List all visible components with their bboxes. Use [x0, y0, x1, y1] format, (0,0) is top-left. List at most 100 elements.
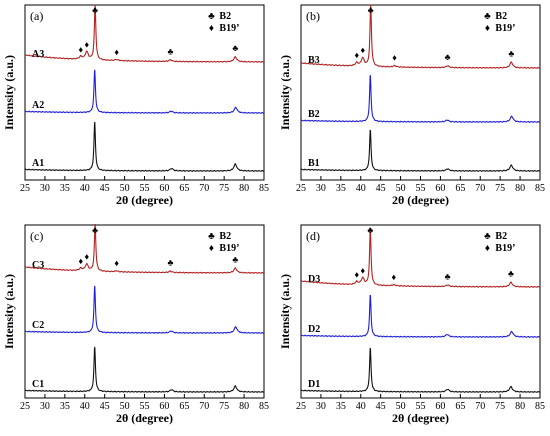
phase-marker: ♣	[367, 225, 373, 235]
x-axis-label: 2θ (degree)	[116, 193, 173, 207]
x-tick-label: 45	[376, 401, 386, 412]
x-tick-label: 35	[60, 183, 70, 194]
phase-marker: ♦	[360, 265, 365, 275]
legend-symbol: ♣	[484, 11, 491, 22]
x-tick-label: 75	[495, 183, 505, 194]
series-label: D1	[308, 379, 320, 390]
series-line-C3	[24, 224, 265, 274]
x-tick-label: 60	[435, 183, 445, 194]
y-axis-label: Intensity (a.u.)	[278, 55, 292, 130]
x-axis-label: 2θ (degree)	[392, 411, 449, 425]
series-label: A3	[32, 49, 44, 60]
x-tick-label: 70	[199, 401, 209, 412]
x-tick-label: 25	[296, 401, 306, 412]
phase-marker: ♣	[92, 225, 98, 235]
series-label: D2	[308, 324, 320, 335]
phase-marker: ♣	[445, 271, 451, 281]
x-tick-label: 55	[140, 183, 150, 194]
phase-marker: ♦	[354, 269, 359, 279]
panel-label: (d)	[306, 229, 320, 243]
x-tick-label: 70	[475, 183, 485, 194]
x-tick-label: 75	[495, 401, 505, 412]
series-line-B2	[300, 74, 541, 123]
phase-marker: ♣	[232, 43, 238, 53]
x-tick-label: 70	[475, 401, 485, 412]
x-tick-label: 80	[239, 183, 249, 194]
x-tick-label: 25	[20, 183, 30, 194]
legend-label: B19’	[495, 243, 515, 254]
panel-label: (c)	[30, 229, 43, 243]
x-tick-label: 65	[455, 401, 465, 412]
phase-marker: ♦	[354, 50, 359, 60]
phase-marker: ♣	[167, 46, 173, 56]
legend-symbol: ♦	[485, 243, 490, 254]
series-label: B1	[308, 158, 320, 169]
phase-marker: ♦	[360, 45, 365, 55]
series-line-D2	[300, 294, 541, 338]
x-tick-label: 60	[159, 401, 169, 412]
x-tick-label: 35	[60, 401, 70, 412]
series-line-D1	[300, 347, 541, 393]
panel-b: 25 30 35 40 45 50 55 60 65 70 75 80 85 2θ (degree) Int…	[278, 4, 545, 207]
series-label: C1	[32, 379, 44, 390]
x-tick-label: 85	[535, 401, 545, 412]
phase-marker: ♣	[232, 254, 238, 264]
series-label: C3	[32, 260, 44, 271]
series-line-D3	[300, 229, 541, 288]
x-tick-label: 50	[396, 183, 406, 194]
x-tick-label: 50	[396, 401, 406, 412]
legend-label: B2	[495, 11, 507, 22]
x-tick-label: 85	[535, 183, 545, 194]
x-tick-label: 80	[515, 401, 525, 412]
legend-label: B2	[219, 11, 231, 22]
legend-symbol: ♣	[208, 11, 215, 22]
x-tick-label: 80	[239, 401, 249, 412]
x-tick-label: 45	[100, 183, 110, 194]
series-line-A1	[24, 121, 265, 172]
legend-symbol: ♦	[485, 23, 490, 34]
x-tick-label: 30	[40, 401, 50, 412]
series-label: D3	[308, 274, 320, 285]
legend-label: B19’	[495, 23, 515, 34]
x-tick-label: 50	[120, 183, 130, 194]
legend-symbol: ♣	[208, 231, 215, 242]
legend-label: B2	[495, 231, 507, 242]
series-line-B1	[300, 129, 541, 172]
legend-symbol: ♣	[484, 231, 491, 242]
x-tick-label: 35	[336, 183, 346, 194]
phase-marker: ♦	[84, 252, 89, 262]
x-tick-label: 65	[179, 183, 189, 194]
x-tick-label: 75	[219, 183, 229, 194]
series-label: A1	[32, 158, 44, 169]
x-tick-label: 75	[219, 401, 229, 412]
x-tick-label: 25	[20, 401, 30, 412]
x-tick-label: 25	[296, 183, 306, 194]
x-tick-label: 65	[455, 183, 465, 194]
phase-marker: ♦	[78, 256, 83, 266]
y-axis-label: Intensity (a.u.)	[2, 274, 16, 349]
legend-label: B19’	[219, 23, 239, 34]
series-label: C2	[32, 320, 44, 331]
phase-marker: ♣	[508, 48, 514, 58]
legend-label: B2	[219, 231, 231, 242]
phase-marker: ♦	[114, 258, 119, 268]
series-line-C1	[24, 346, 265, 393]
phase-marker: ♦	[392, 53, 397, 63]
x-tick-label: 45	[100, 401, 110, 412]
x-axis-label: 2θ (degree)	[116, 411, 173, 425]
x-tick-label: 45	[376, 183, 386, 194]
phase-marker: ♦	[84, 39, 89, 49]
x-tick-label: 85	[259, 401, 269, 412]
legend-symbol: ♦	[209, 23, 214, 34]
phase-marker: ♦	[114, 47, 119, 57]
x-tick-label: 40	[356, 401, 366, 412]
phase-marker: ♣	[508, 269, 514, 279]
panel-a: 25 30 35 40 45 50 55 60 65 70 75 80 85 2θ (degree) Int…	[2, 4, 269, 207]
x-tick-label: 55	[140, 401, 150, 412]
x-tick-label: 65	[179, 401, 189, 412]
series-label: B3	[308, 55, 320, 66]
series-line-B3	[300, 4, 541, 69]
series-label: A2	[32, 100, 44, 111]
x-tick-label: 30	[316, 401, 326, 412]
